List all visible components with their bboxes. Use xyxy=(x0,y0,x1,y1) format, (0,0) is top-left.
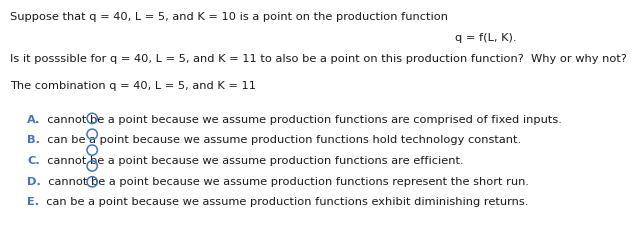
Text: can be a point because we assume production functions hold technology constant.: can be a point because we assume product… xyxy=(40,135,521,145)
Text: The combination q = 40, L = 5, and K = 11: The combination q = 40, L = 5, and K = 1… xyxy=(10,81,256,91)
Text: B.: B. xyxy=(27,135,40,145)
Text: Suppose that q = 40, L = 5, and K = 10 is a point on the production function: Suppose that q = 40, L = 5, and K = 10 i… xyxy=(10,12,448,22)
Text: q = f(L, K).: q = f(L, K). xyxy=(455,33,516,43)
Text: cannot be a point because we assume production functions are comprised of fixed : cannot be a point because we assume prod… xyxy=(40,114,562,124)
Text: D.: D. xyxy=(27,176,41,186)
Text: Is it posssible for q = 40, L = 5, and K = 11 to also be a point on this product: Is it posssible for q = 40, L = 5, and K… xyxy=(10,54,627,64)
Text: cannot be a point because we assume production functions represent the short run: cannot be a point because we assume prod… xyxy=(41,176,529,186)
Text: A.: A. xyxy=(27,114,40,124)
Text: cannot be a point because we assume production functions are efficient.: cannot be a point because we assume prod… xyxy=(40,155,463,165)
Text: C.: C. xyxy=(27,155,40,165)
Text: can be a point because we assume production functions exhibit diminishing return: can be a point because we assume product… xyxy=(39,196,528,206)
Text: E.: E. xyxy=(27,196,39,206)
